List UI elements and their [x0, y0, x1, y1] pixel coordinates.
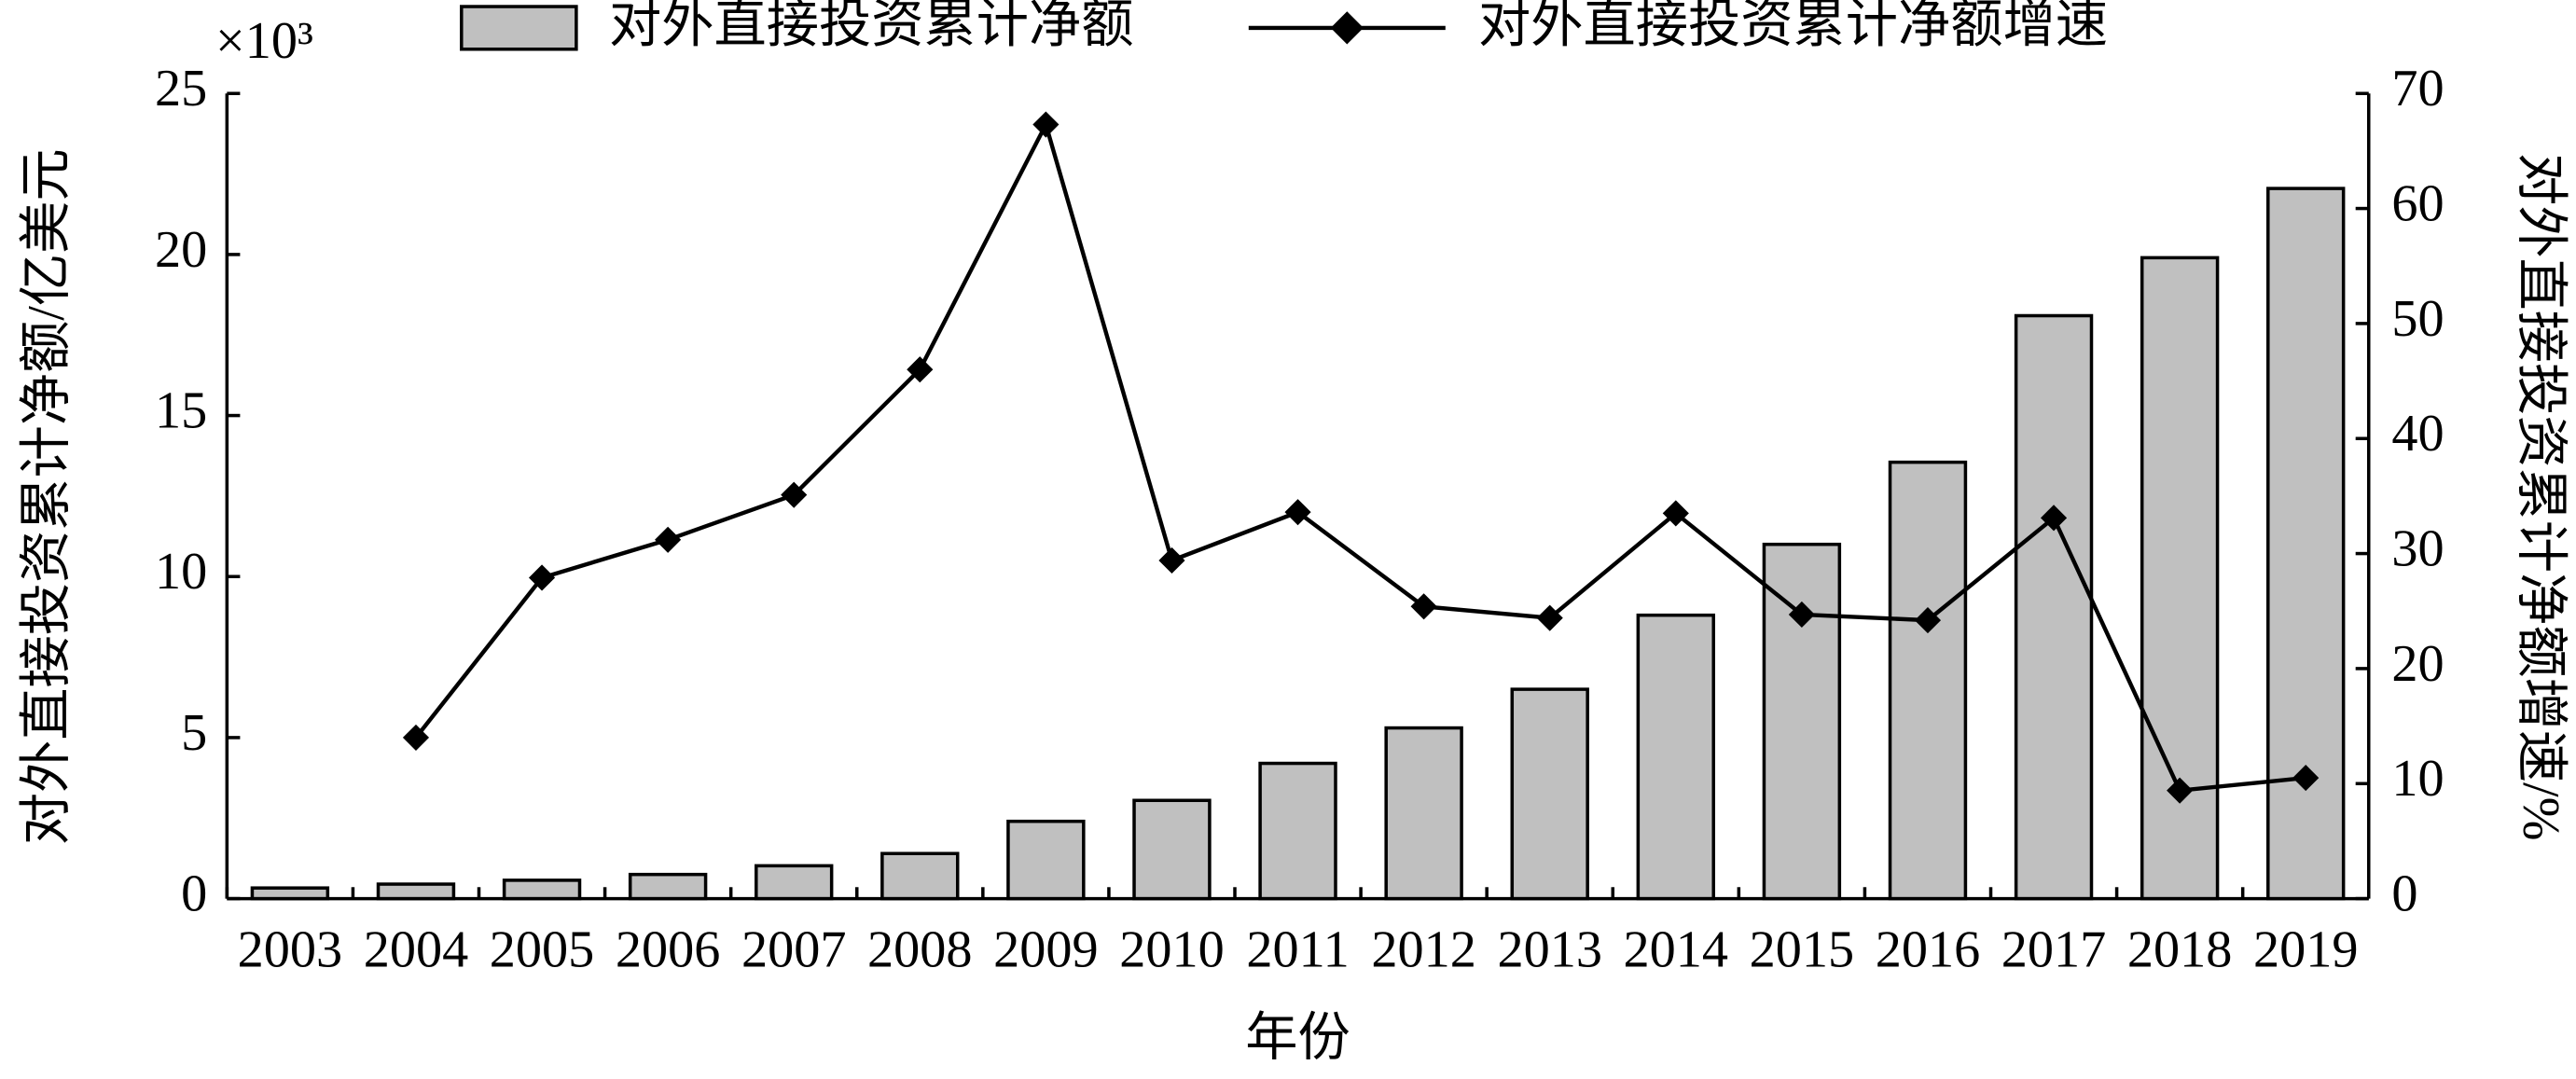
y-tick-label: 20 [155, 221, 207, 279]
marker [1032, 111, 1059, 138]
legend-swatch [460, 5, 578, 51]
x-tick-label: 2004 [364, 920, 469, 978]
y-multiplier: ×10³ [215, 12, 313, 70]
x-tick-label: 2006 [616, 920, 721, 978]
x-tick-label: 2011 [1246, 920, 1349, 978]
bar [502, 878, 582, 901]
marker [1410, 593, 1437, 620]
marker [1536, 604, 1563, 631]
y2-tick-label: 70 [2391, 60, 2444, 118]
bar [1006, 819, 1086, 901]
x-tick-label: 2019 [2253, 920, 2359, 978]
legend-label: 对外直接投资累计净额增速 [1478, 0, 2108, 54]
y2-tick-label: 60 [2391, 174, 2444, 232]
marker [1284, 499, 1311, 526]
marker [2040, 505, 2068, 532]
marker [402, 724, 430, 751]
x-tick-label: 2007 [741, 920, 847, 978]
x-tick-label: 2014 [1624, 920, 1729, 978]
bar [1258, 761, 1337, 901]
x-tick-label: 2016 [1876, 920, 1980, 978]
bar [2266, 187, 2346, 901]
y-tick-label: 10 [155, 543, 207, 601]
y2-tick-label: 20 [2391, 635, 2444, 693]
bar [1384, 726, 1463, 901]
marker [1158, 546, 1185, 574]
x-tick-label: 2013 [1497, 920, 1601, 978]
x-tick-label: 2018 [2127, 920, 2232, 978]
marker [1788, 601, 1815, 629]
bar [755, 864, 834, 901]
bar [1888, 460, 1968, 901]
marker [907, 356, 934, 383]
x-tick-label: 2017 [2001, 920, 2106, 978]
x-axis-label: 年份 [1245, 1009, 1350, 1067]
bar [2014, 313, 2094, 901]
legend-marker [1330, 11, 1364, 45]
marker [1662, 500, 1689, 527]
bar [628, 872, 708, 901]
y2-tick-label: 40 [2391, 405, 2444, 463]
marker [1914, 607, 1942, 634]
bar [880, 851, 960, 901]
y2-tick-label: 0 [2391, 865, 2417, 922]
bar [250, 886, 330, 901]
bar [1762, 542, 1842, 901]
x-tick-label: 2015 [1750, 920, 1855, 978]
x-tick-label: 2012 [1371, 920, 1476, 978]
bar [1132, 798, 1212, 901]
line [414, 118, 2306, 793]
marker [2167, 777, 2194, 804]
y2-tick-label: 30 [2391, 519, 2444, 577]
y2-axis-label: 对外直接投资累计净额增速/% [2512, 153, 2569, 841]
x-tick-label: 2008 [867, 920, 972, 978]
y2-tick-label: 10 [2391, 750, 2444, 808]
x-tick-label: 2009 [993, 920, 1099, 978]
x-tick-label: 2010 [1119, 920, 1225, 978]
y2-tick-label: 50 [2391, 290, 2444, 348]
x-tick-label: 2003 [238, 920, 343, 978]
legend-label: 对外直接投资累计净额 [609, 0, 1134, 54]
y-tick-label: 0 [181, 865, 207, 922]
marker [781, 481, 808, 508]
marker [528, 564, 556, 591]
bar [1636, 613, 1716, 901]
y-tick-label: 5 [181, 704, 207, 762]
bar [1510, 687, 1589, 901]
marker [655, 526, 682, 553]
y-tick-label: 15 [155, 381, 207, 439]
y-tick-label: 25 [155, 60, 207, 118]
marker [2292, 765, 2320, 792]
y-axis-label: 对外直接投资累计净额/亿美元 [18, 148, 76, 845]
x-tick-label: 2005 [490, 920, 595, 978]
bar [376, 882, 456, 901]
